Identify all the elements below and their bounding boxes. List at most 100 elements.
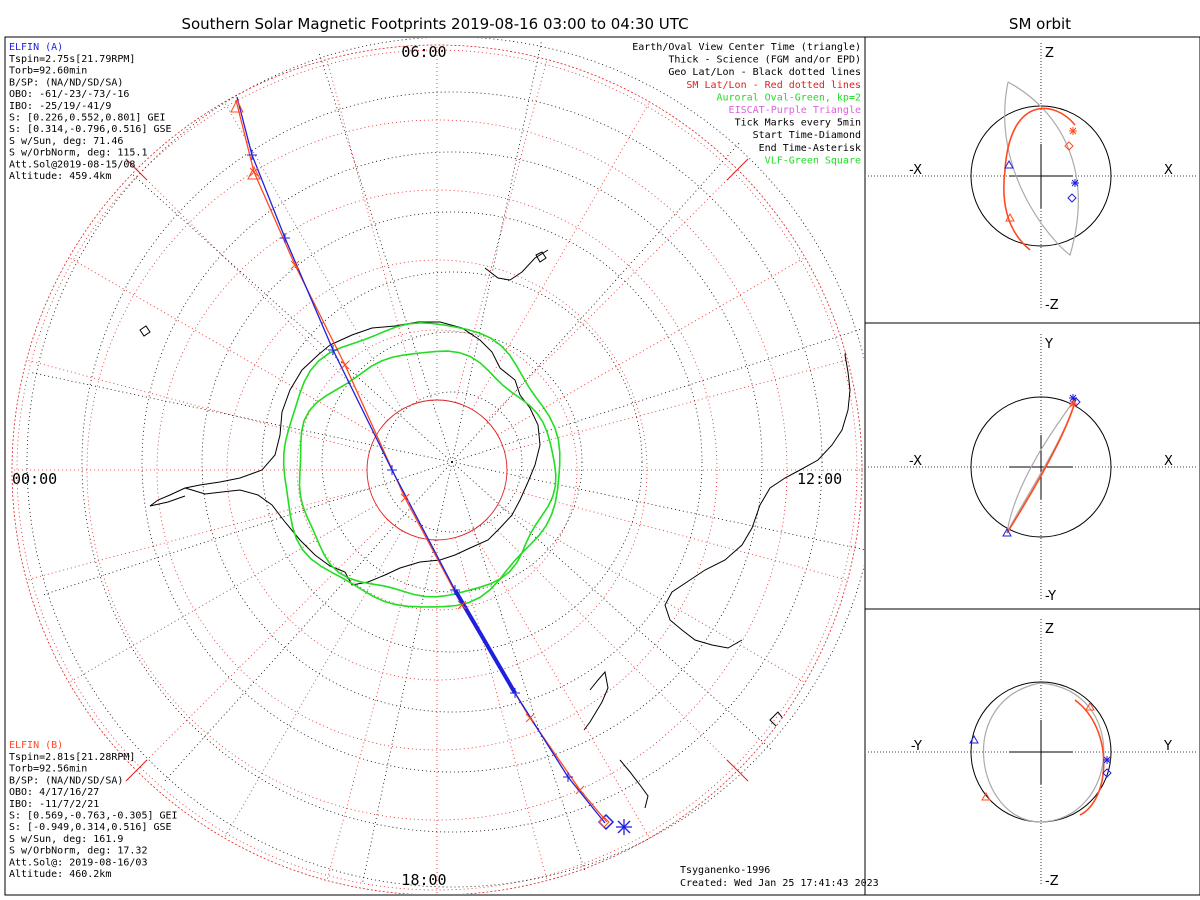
legend-item-5: EISCAT-Purple Triangle [729,105,861,116]
orbit-triangle-marker [1085,701,1095,711]
orbit-axis-label-right: X [1164,454,1173,469]
science-segment-a [453,588,517,695]
auroral-oval [282,321,561,608]
elfin-b-line-1: Torb=92.56min [9,764,87,775]
elfin-b-line-4: IBO: -11/7/2/21 [9,799,99,810]
mlt-label-12: 12:00 [797,470,842,488]
geo-lon-line [451,461,772,751]
legend-item-3: SM Lat/Lon - Red dotted lines [686,80,861,91]
sm-mlt-line [26,487,370,581]
tick-mark-b [457,600,467,610]
legend-item-1: Thick - Science (FGM and/or EPD) [668,55,861,66]
mlt-label-06: 06:00 [401,43,446,61]
end-asterisk-a [616,819,632,835]
polar-map [11,38,864,894]
orbit-axis-label-top: Y [1044,337,1053,352]
tick-mark-a [450,585,460,595]
elfin-a-line-2: B/SP: (NA/ND/SD/SA) [9,77,123,88]
elfin-b-name: ELFIN (B) [9,740,63,751]
view-center-triangle-b2 [247,165,261,180]
elfin-b-line-2: B/SP: (NA/ND/SD/SA) [9,775,123,786]
tick-mark-b [575,785,585,795]
earth-circle [970,396,1112,538]
sm-lat-circle [16,49,858,891]
orbit-title: SM orbit [1009,15,1071,33]
orbit-axis-label-bottom: -Y [1045,589,1056,604]
sm-edge-tick [125,759,148,782]
geo-lat-circle [381,391,523,533]
sm-grid [11,44,863,894]
model-credit: Tsyganenko-1996 [680,865,770,876]
legend-item-2: Geo Lat/Lon - Black dotted lines [668,67,861,78]
tick-mark-b [340,360,350,370]
coastline-4 [484,249,549,281]
orbit-axis-label-bottom: -Z [1045,874,1059,889]
sm-mlt-line [26,359,370,453]
tick-mark-a [563,772,573,782]
orbit-triangle-marker [981,791,991,801]
elfin-a-line-8: S w/OrbNorm, deg: 115.1 [9,148,147,159]
elfin-a-line-4: IBO: -25/19/-41/9 [9,101,111,112]
orbit-triangle-marker [1005,212,1015,222]
orbit-diamond-marker [1064,141,1074,151]
elfin-a-line-3: OBO: -61/-23/-73/-16 [9,89,129,100]
sm-mlt-line [471,530,650,839]
orbit-diamond-marker [1102,768,1112,778]
orbit-frame [864,36,1200,896]
elfin-a-line-0: Tspin=2.75s[21.79RPM] [9,54,135,65]
legend-item-6: Tick Marks every 5min [735,118,861,129]
tick-mark-a [328,345,338,355]
orbit-axis-label-top: Z [1045,46,1054,61]
orbit-axis-label-top: Z [1045,622,1054,637]
elfin-b-line-3: OBO: 4/17/16/27 [9,787,99,798]
sm-edge-tick [125,158,148,181]
orbit-panel-1: Z -Z -X X [868,43,1198,313]
view-center-triangle-b1 [230,98,244,113]
elfin-a-line-6: S: [0.314,-0.796,0.516] GSE [9,124,172,135]
elfin-b-info: ELFIN (B) Tspin=2.81s[21.28RPM]Torb=92.5… [9,740,178,880]
geo-lon-line [163,461,453,782]
elfin-a-info: ELFIN (A) Tspin=2.75s[21.79RPM]Torb=92.6… [9,42,172,182]
sm-mlt-line [471,101,650,410]
orbit-axis-label-left: -Y [911,739,922,754]
elfin-b-line-5: S: [0.569,-0.763,-0.305] GEI [9,811,178,822]
sm-edge-tick [726,158,749,181]
elfin-a-line-1: Torb=92.60min [9,66,87,77]
sm-mlt-line [68,504,377,683]
tick-mark-b [400,493,410,503]
mlt-label-00: 00:00 [12,470,57,488]
coastline-1 [149,487,186,507]
sm-edge-tick [726,759,749,782]
elfin-a-line-10: Altitude: 459.4km [9,171,111,182]
orbit-panel-3: Z -Z -Y Y [868,619,1198,889]
sm-mlt-line [454,537,548,881]
tick-mark-a [510,688,520,698]
legend-item-0: Earth/Oval View Center Time (triangle) [632,42,861,53]
orbit-gray-path [1004,81,1079,256]
start-diamond-a [597,813,615,831]
figure-title: Southern Solar Magnetic Footprints 2019-… [181,15,688,33]
geo-lon-line [451,41,542,463]
geo-lon-line [451,328,862,463]
geo-lat-circle [201,211,703,713]
sm-outer-circle [11,44,863,894]
auroral-oval-inner [298,350,557,598]
orbit-asterisk-marker [1069,400,1077,408]
orbit-axis-label-bottom: -Z [1045,298,1059,313]
elfin-b-line-9: Att.Sol@: 2019-08-16/03 [9,857,147,868]
geo-grid [26,38,864,888]
legend-item-4: Auroral Oval-Green, kp=2 [717,92,862,103]
sm-mlt-line [224,101,403,410]
elfin-a-name: ELFIN (A) [9,42,63,53]
elfin-b-line-7: S w/Sun, deg: 161.9 [9,834,123,845]
coastline-7 [535,251,547,263]
sm-mlt-line [486,169,738,421]
sm-lat-circle [156,189,718,751]
track-elfin-b [235,99,608,823]
orbit-gray-path [982,682,1105,823]
orbit-triangle-marker [969,734,979,744]
tick-mark-b [290,260,300,270]
sm-lat-circle [296,329,578,611]
geo-lat-circle [321,331,583,593]
tick-mark-a [280,233,290,243]
